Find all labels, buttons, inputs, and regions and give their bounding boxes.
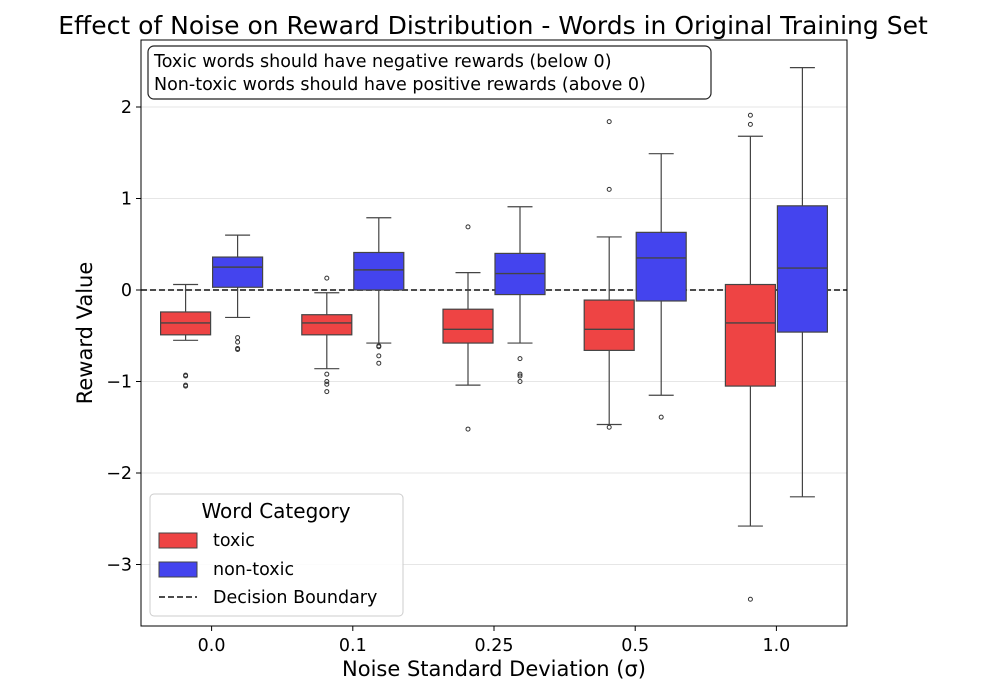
box-toxic-0.1 <box>301 275 353 395</box>
box-iqr <box>212 256 264 288</box>
legend-swatch-toxic <box>158 532 198 549</box>
box-iqr <box>353 251 405 291</box>
legend-label-decision-boundary: Decision Boundary <box>213 588 377 608</box>
outlier-point <box>606 119 612 125</box>
y-tick-label: 1 <box>121 190 132 210</box>
legend-label-non-toxic: non-toxic <box>213 560 294 580</box>
outlier-point <box>376 344 382 350</box>
outlier-point <box>324 371 330 377</box>
box-toxic-0.25 <box>442 224 494 432</box>
legend-title: Word Category <box>201 499 350 523</box>
box-non-toxic-0.5 <box>635 153 687 420</box>
outlier-point <box>235 346 241 352</box>
outlier-point <box>376 360 382 366</box>
box-iqr <box>635 231 687 302</box>
box-iqr <box>724 283 777 387</box>
outlier-point <box>183 373 189 379</box>
outlier-point <box>606 424 612 430</box>
outlier-point <box>747 121 753 127</box>
legend: Word Category toxic non-toxic Decision B… <box>149 493 404 617</box>
legend-swatch-non-toxic <box>158 561 198 578</box>
box-non-toxic-0.1 <box>353 217 405 366</box>
outlier-point <box>658 414 664 420</box>
outlier-point <box>517 379 523 384</box>
outlier-point <box>235 335 241 341</box>
y-axis-ticks: 2 1 0 −1 −2 −3 <box>106 98 141 576</box>
outlier-point <box>747 112 753 118</box>
outlier-point <box>465 224 471 230</box>
annotation-box: Toxic words should have negative rewards… <box>147 45 712 100</box>
outlier-point <box>183 383 189 389</box>
x-tick-label: 0.1 <box>339 636 367 656</box>
outlier-point <box>324 389 330 395</box>
annotation-line-2: Non-toxic words should have positive rew… <box>154 75 646 95</box>
outlier-point <box>376 353 382 359</box>
legend-frame <box>149 493 404 617</box>
outlier-point <box>324 275 330 281</box>
boxes-layer <box>160 67 829 602</box>
x-tick-label: 0.25 <box>475 636 514 656</box>
y-tick-label: −1 <box>106 373 132 393</box>
y-tick-label: −3 <box>106 556 132 576</box>
box-iqr <box>301 314 353 336</box>
outlier-point <box>517 371 523 377</box>
x-tick-label: 0.5 <box>621 636 649 656</box>
x-axis-label: Noise Standard Deviation (σ) <box>342 657 646 681</box>
box-non-toxic-0.0 <box>212 234 264 352</box>
outlier-point <box>465 426 471 432</box>
box-iqr <box>776 205 829 333</box>
outlier-point <box>235 339 241 345</box>
y-tick-label: 2 <box>121 98 132 118</box>
box-iqr <box>442 308 494 344</box>
annotation-line-1: Toxic words should have negative rewards… <box>153 52 612 72</box>
x-tick-label: 0.0 <box>198 636 226 656</box>
chart-title: Effect of Noise on Reward Distribution -… <box>58 11 928 40</box>
outlier-point <box>517 373 523 379</box>
y-axis-label: Reward Value <box>73 262 97 405</box>
y-tick-label: −2 <box>106 464 132 484</box>
outlier-point <box>517 356 523 362</box>
annotation-frame <box>147 45 712 100</box>
x-axis-ticks: 0.0 0.1 0.25 0.5 1.0 <box>198 626 790 656</box>
x-tick-label: 1.0 <box>762 636 790 656</box>
box-non-toxic-1.0 <box>776 67 829 498</box>
outlier-point <box>324 379 330 384</box>
legend-label-toxic: toxic <box>213 531 255 551</box>
box-toxic-0.0 <box>160 283 212 389</box>
box-iqr <box>583 299 635 351</box>
outlier-point <box>324 381 330 387</box>
box-non-toxic-0.25 <box>494 206 546 384</box>
outlier-point <box>747 596 753 602</box>
outlier-point <box>606 186 612 192</box>
y-tick-label: 0 <box>121 281 132 301</box>
box-toxic-1.0 <box>724 112 777 602</box>
box-toxic-0.5 <box>583 119 635 430</box>
